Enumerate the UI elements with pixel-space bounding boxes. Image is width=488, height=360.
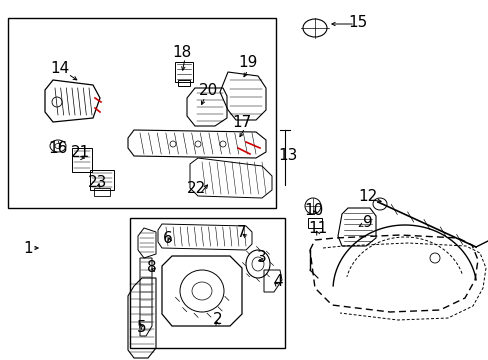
Bar (94, 188, 110, 196)
Text: 8: 8 (147, 261, 157, 275)
Text: 2: 2 (213, 312, 223, 328)
Text: 10: 10 (304, 202, 323, 217)
Text: 3: 3 (257, 251, 266, 266)
Text: 9: 9 (363, 215, 372, 230)
Text: 4: 4 (273, 274, 282, 289)
Text: 18: 18 (172, 45, 191, 59)
Text: 6: 6 (163, 230, 173, 246)
Bar (178, 80, 190, 86)
Text: 23: 23 (88, 175, 107, 189)
Text: 11: 11 (308, 220, 327, 235)
Text: 19: 19 (238, 54, 257, 69)
Text: 7: 7 (237, 225, 246, 239)
Bar (8, 18, 275, 208)
Bar (307, 218, 321, 228)
Text: 17: 17 (232, 114, 251, 130)
Text: 16: 16 (48, 140, 67, 156)
Bar (90, 170, 114, 190)
Text: 12: 12 (358, 189, 377, 203)
Text: 13: 13 (278, 148, 297, 162)
Bar (175, 62, 193, 82)
Text: 5: 5 (137, 320, 146, 336)
Text: 21: 21 (70, 144, 89, 159)
Text: 1: 1 (23, 240, 33, 256)
Text: 15: 15 (347, 14, 367, 30)
Text: 14: 14 (50, 60, 69, 76)
Bar (72, 148, 92, 172)
Bar (130, 218, 285, 348)
Text: 20: 20 (198, 82, 217, 98)
Text: 22: 22 (186, 180, 205, 195)
